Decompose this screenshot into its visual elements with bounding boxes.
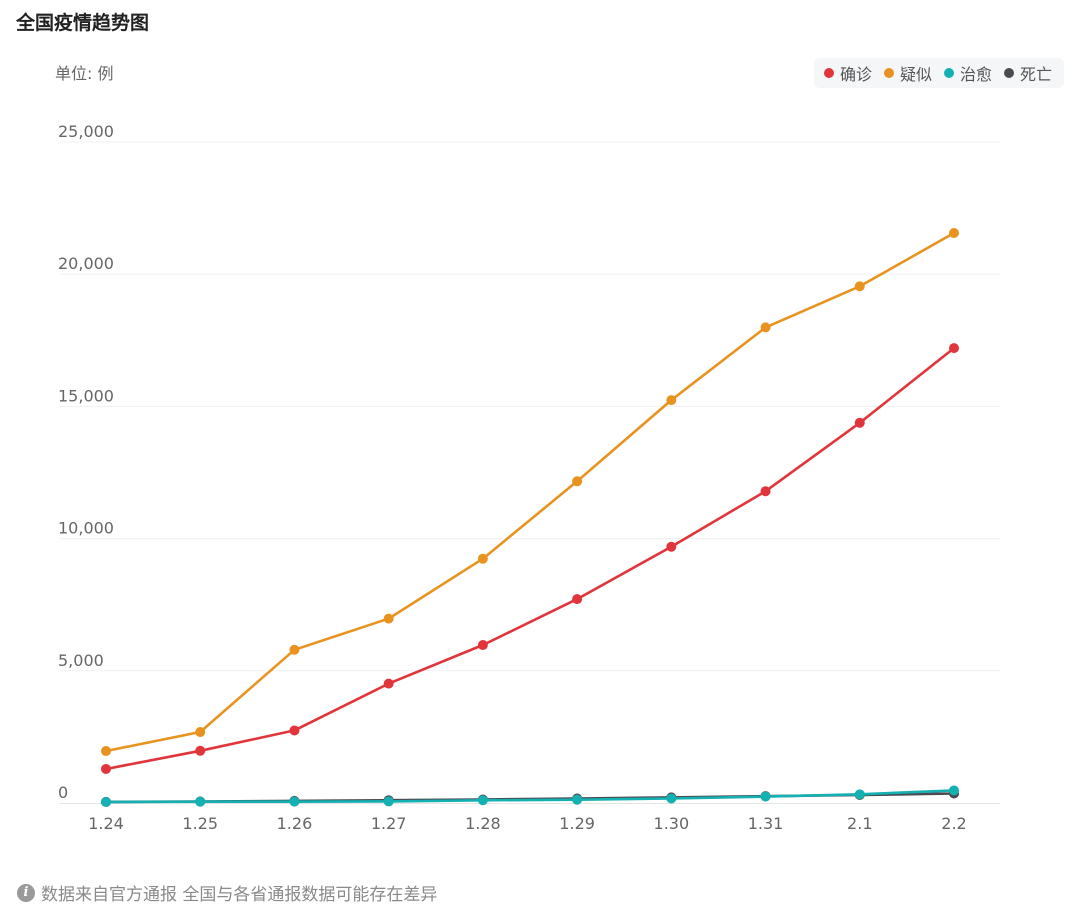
y-tick-label-25000: 25,000 bbox=[58, 122, 114, 141]
point-确诊-2.1 bbox=[854, 417, 865, 428]
point-疑似-1.28 bbox=[477, 553, 488, 564]
series-死亡 bbox=[101, 788, 959, 807]
point-治愈-1.25 bbox=[195, 796, 206, 807]
unit-label: 单位: 例 bbox=[55, 64, 114, 83]
y-tick-label-10000: 10,000 bbox=[58, 519, 114, 538]
point-确诊-1.24 bbox=[101, 763, 111, 774]
legend-label: 死亡 bbox=[1019, 65, 1052, 84]
x-tick-label-1.24: 1.24 bbox=[88, 814, 124, 833]
legend-dot-icon bbox=[1003, 68, 1014, 78]
y-tick-label-20000: 20,000 bbox=[58, 254, 114, 273]
legend-label: 治愈 bbox=[959, 65, 992, 84]
point-治愈-1.29 bbox=[572, 794, 583, 805]
x-tick-label-1.28: 1.28 bbox=[465, 814, 501, 833]
point-确诊-1.29 bbox=[572, 594, 583, 605]
x-tick-label-1.26: 1.26 bbox=[277, 814, 313, 833]
point-确诊-1.28 bbox=[477, 640, 488, 651]
series-确诊 bbox=[101, 343, 959, 774]
legend-label: 疑似 bbox=[899, 65, 932, 84]
point-确诊-1.27 bbox=[383, 678, 394, 689]
point-治愈-1.31 bbox=[760, 791, 771, 802]
y-tick-label-15000: 15,000 bbox=[58, 386, 114, 405]
series-治愈 bbox=[101, 785, 959, 807]
point-疑似-2.1 bbox=[854, 281, 865, 292]
point-确诊-1.30 bbox=[666, 541, 677, 552]
legend-item-死亡[interactable]: 死亡 bbox=[1003, 61, 1052, 85]
x-tick-label-1.25: 1.25 bbox=[182, 814, 218, 833]
series-line-治愈 bbox=[104, 789, 956, 804]
legend-dot-icon bbox=[823, 68, 834, 78]
x-tick-label-2.1: 2.1 bbox=[847, 814, 872, 833]
x-tick-label-1.30: 1.30 bbox=[654, 814, 690, 833]
point-治愈-1.28 bbox=[477, 795, 488, 806]
y-tick-label-0: 0 bbox=[58, 783, 68, 802]
x-tick-label-1.27: 1.27 bbox=[371, 814, 407, 833]
x-tick-label-2.2: 2.2 bbox=[941, 814, 966, 833]
footer-note-text: 数据来自官方通报 全国与各省通报数据可能存在差异 bbox=[41, 885, 438, 905]
legend-item-治愈[interactable]: 治愈 bbox=[943, 61, 992, 85]
x-tick-label-1.29: 1.29 bbox=[559, 814, 595, 833]
point-确诊-1.25 bbox=[195, 745, 206, 756]
footer-note: i 数据来自官方通报 全国与各省通报数据可能存在差异 bbox=[17, 880, 437, 905]
series-line-疑似 bbox=[104, 231, 956, 753]
point-疑似-1.29 bbox=[572, 476, 583, 487]
point-治愈-2.1 bbox=[854, 789, 865, 800]
page-title: 全国疫情趋势图 bbox=[16, 12, 150, 34]
point-疑似-1.24 bbox=[101, 746, 111, 757]
legend-item-确诊[interactable]: 确诊 bbox=[823, 61, 872, 85]
x-tick-label-1.31: 1.31 bbox=[748, 814, 784, 833]
point-疑似-1.30 bbox=[666, 395, 677, 406]
point-疑似-1.31 bbox=[760, 322, 771, 333]
point-治愈-1.24 bbox=[101, 796, 111, 807]
series-疑似 bbox=[101, 228, 959, 757]
point-疑似-1.25 bbox=[195, 727, 206, 738]
legend-dot-icon bbox=[943, 68, 954, 78]
chart-legend: 确诊 疑似 治愈 死亡 bbox=[813, 58, 1064, 88]
point-治愈-2.2 bbox=[949, 785, 959, 796]
info-icon: i bbox=[17, 883, 35, 902]
point-疑似-1.26 bbox=[289, 644, 300, 655]
point-确诊-2.2 bbox=[949, 343, 959, 354]
legend-item-疑似[interactable]: 疑似 bbox=[883, 61, 932, 85]
point-疑似-2.2 bbox=[949, 228, 959, 239]
legend-dot-icon bbox=[883, 68, 894, 78]
point-治愈-1.27 bbox=[383, 796, 394, 807]
y-tick-label-5000: 5,000 bbox=[58, 651, 104, 670]
point-治愈-1.26 bbox=[289, 796, 300, 807]
point-确诊-1.31 bbox=[760, 486, 771, 497]
point-治愈-1.30 bbox=[666, 793, 677, 804]
legend-label: 确诊 bbox=[839, 65, 872, 84]
point-疑似-1.27 bbox=[383, 613, 394, 624]
point-确诊-1.26 bbox=[289, 725, 300, 736]
series-line-确诊 bbox=[104, 346, 956, 771]
